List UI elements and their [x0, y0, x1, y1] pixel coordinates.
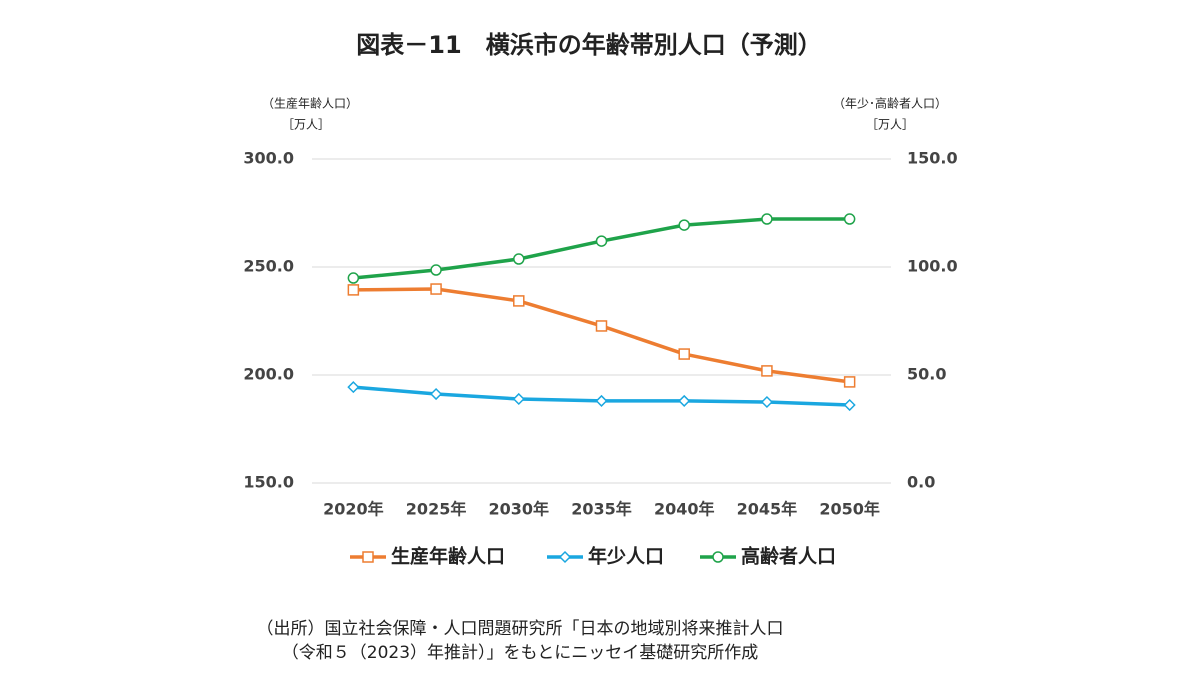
marker	[678, 394, 691, 407]
marker	[678, 219, 690, 231]
marker	[595, 320, 608, 332]
y-axis-unit: ［万人］	[282, 118, 330, 132]
source-note: （令和５（2023）年推計）」をもとにニッセイ基礎研究所作成	[282, 643, 758, 663]
y2-tick-label: 150.0	[907, 149, 958, 168]
marker	[347, 284, 360, 296]
y-tick-label: 150.0	[243, 473, 294, 492]
marker	[347, 272, 360, 284]
marker	[761, 213, 773, 225]
marker	[712, 551, 724, 563]
y2-axis-unit: ［万人］	[866, 118, 914, 132]
y-axis-label: （生産年齢人口）	[262, 96, 358, 111]
marker	[513, 253, 525, 265]
marker	[430, 264, 442, 276]
marker	[362, 551, 374, 563]
x-tick-label: 2035年	[571, 500, 632, 519]
x-tick-label: 2020年	[323, 500, 384, 519]
legend-label: 高齢者人口	[741, 545, 836, 568]
marker	[430, 283, 442, 295]
source-note: （出所）国立社会保障・人口問題研究所「日本の地域別将来推計人口	[257, 619, 784, 639]
marker	[595, 394, 608, 407]
y2-tick-label: 0.0	[907, 473, 935, 492]
series-line	[353, 287, 850, 384]
marker	[430, 387, 443, 401]
marker	[678, 348, 690, 360]
marker	[595, 235, 608, 247]
y-tick-label: 250.0	[243, 257, 294, 276]
x-tick-label: 2050年	[819, 500, 880, 519]
y2-tick-label: 100.0	[907, 257, 958, 276]
marker	[843, 398, 856, 412]
y2-tick-label: 50.0	[907, 365, 946, 384]
marker	[512, 392, 525, 406]
y-tick-label: 300.0	[243, 149, 294, 168]
marker	[843, 213, 856, 225]
marker	[760, 395, 773, 409]
chart-title: 図表－11 横浜市の年齢帯別人口（予測）	[356, 31, 821, 59]
marker	[558, 550, 572, 564]
legend-label: 生産年齢人口	[391, 545, 505, 568]
marker	[347, 381, 360, 394]
legend-label: 年少人口	[588, 545, 664, 568]
y2-axis-label: （年少･高齢者人口）	[833, 96, 947, 111]
x-tick-label: 2030年	[489, 500, 550, 519]
series-line	[353, 217, 850, 280]
y-tick-label: 200.0	[243, 365, 294, 384]
x-tick-label: 2025年	[406, 500, 467, 519]
x-tick-label: 2040年	[654, 500, 715, 519]
x-tick-label: 2045年	[737, 500, 798, 519]
marker	[843, 376, 856, 388]
marker	[761, 365, 773, 377]
marker	[513, 295, 525, 307]
